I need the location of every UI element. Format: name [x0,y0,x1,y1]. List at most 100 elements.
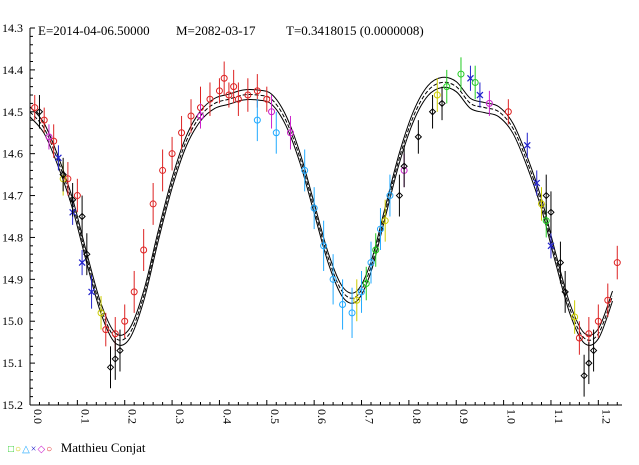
data-point [547,208,555,217]
data-point [585,359,593,367]
data-point [542,191,550,200]
x-tick-label: 0.1 [78,409,92,424]
x-tick-label: 0.5 [268,409,282,424]
legend-triangle-icon: △ [22,444,31,455]
legend-circle-red-icon: ○ [46,444,54,455]
y-tick-label: 14.8 [2,230,23,244]
data-point [542,217,550,225]
x-tick-label: 1.1 [552,409,566,424]
data-point [68,196,77,204]
data-point [187,112,195,120]
data-point [476,91,484,99]
data-point [268,108,276,116]
x-tick-label: 0.4 [220,409,234,424]
data-point [457,70,465,78]
y-tick-label: 14.7 [2,189,23,203]
legend-square-icon: □ [8,444,16,455]
data-point [367,259,375,267]
data-point [414,133,423,141]
data-point [580,371,588,380]
x-tick-label: 1.0 [505,409,519,424]
x-tick-label: 0.6 [315,409,329,424]
max-date-label: M=2082-03-17 [176,23,256,38]
data-point [613,259,621,267]
data-point [547,242,555,250]
data-point [301,166,309,174]
x-tick-label: 0.3 [173,409,187,424]
data-point [485,99,493,107]
data-point [604,296,612,304]
data-point [111,355,119,363]
data-point [594,317,602,325]
model-curve [29,76,613,346]
data-point [428,108,437,116]
model-upper-band [29,76,613,336]
data-point [585,330,593,338]
data-point [320,242,328,250]
data-point [106,363,115,372]
data-point [35,108,44,116]
data-point [121,317,129,325]
data-point [339,300,347,308]
data-point [353,296,361,304]
data-point [471,78,479,86]
data-point [178,129,186,137]
data-point [78,259,86,267]
data-point [372,246,380,254]
data-point [571,313,579,321]
data-point [215,87,223,95]
data-point [111,330,119,338]
data-point [64,175,72,183]
data-point [329,275,337,283]
data-point [348,309,356,317]
data-point [443,83,451,91]
data-point [263,95,271,103]
legend-footer: □○△×◇○ Matthieu Conjat [8,440,146,456]
model-curve-line [29,81,613,341]
x-tick-label: 0.7 [363,409,377,424]
data-point [433,91,441,99]
y-tick-label: 15.1 [2,356,23,370]
y-tick-label: 15.2 [2,398,23,412]
legend-symbols: □○△×◇○ [8,444,57,455]
period-label: T=0.3418015 (0.0000008) [286,23,424,38]
data-point [73,192,81,200]
data-point [159,166,167,174]
data-point [438,99,446,108]
data-point [83,250,91,258]
data-point [467,74,474,82]
data-point [358,288,366,296]
data-point [50,137,58,145]
data-point [575,334,583,342]
model-lower-band [29,86,613,346]
data-point [234,95,242,103]
data-point [116,346,124,355]
data-point [253,116,261,124]
y-tick-label: 15.0 [2,314,23,328]
y-tick-label: 14.9 [2,272,23,286]
y-tick-label: 14.4 [2,63,23,77]
data-point [78,212,86,221]
chart-axes: 14.3 14.4 14.5 14.6 14.7 14.8 14.9 15.0 15.1 15.2… [2,21,622,424]
data-point [310,204,318,212]
legend-cross-icon: × [30,444,38,455]
data-point [54,154,62,162]
data-point [140,246,148,254]
data-point [362,280,370,288]
data-point [561,288,569,296]
data-point [225,91,233,99]
y-tick-label: 14.3 [2,21,23,35]
data-point [97,309,105,317]
data-point [537,200,545,208]
data-point [149,200,157,208]
data-point [589,346,598,355]
data-point [244,91,252,99]
y-tick-label: 14.6 [2,147,23,161]
x-tick-label: 0.9 [457,409,471,424]
legend-diamond-icon: ◇ [37,444,47,455]
data-point [168,150,176,158]
observer-name: Matthieu Conjat [60,440,146,455]
data-point [102,326,110,334]
data-point [376,225,384,233]
legend-circle-icon: ○ [15,444,23,455]
